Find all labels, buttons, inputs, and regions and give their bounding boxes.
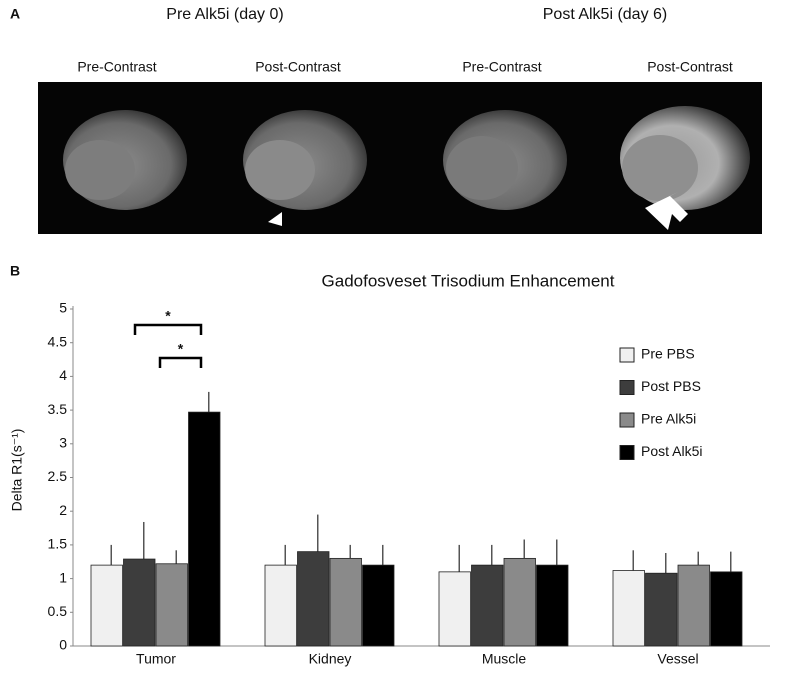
bar (677, 564, 710, 647)
legend-label: Post Alk5i (641, 443, 702, 459)
x-tick-label: Muscle (482, 651, 527, 667)
bar (438, 571, 471, 647)
chart-title: Gadofosveset Trisodium Enhancement (322, 271, 615, 290)
legend-label: Pre PBS (641, 346, 695, 362)
bar (155, 563, 188, 647)
bar (362, 564, 395, 647)
significance-bracket (133, 323, 203, 335)
legend-swatch (619, 412, 635, 428)
y-tick-label: 2 (59, 502, 67, 518)
legend-label: Post PBS (641, 378, 701, 394)
y-tick-label: 2.5 (48, 468, 68, 484)
y-tick-label: 0 (59, 637, 67, 653)
y-tick-label: 1 (59, 569, 67, 585)
bar (188, 411, 221, 647)
image-label: Pre-Contrast (77, 59, 156, 75)
bar (471, 564, 504, 647)
x-tick-label: Tumor (136, 651, 176, 667)
y-tick-label: 5 (59, 300, 67, 316)
legend-label: Pre Alk5i (641, 411, 696, 427)
y-tick-label: 4 (59, 367, 67, 383)
panel-label: B (10, 263, 20, 279)
y-tick-label: 4.5 (48, 333, 68, 349)
y-tick-label: 3.5 (48, 401, 68, 417)
bar (503, 557, 536, 647)
significance-bracket (158, 356, 203, 368)
legend-swatch (619, 380, 635, 395)
panel-label: A (10, 6, 20, 22)
bar (329, 557, 362, 647)
y-tick-label: 0.5 (48, 603, 68, 619)
y-tick-label: 1.5 (48, 536, 68, 552)
mri-images (63, 106, 750, 230)
x-tick-label: Kidney (309, 651, 352, 667)
group-title: Pre Alk5i (day 0) (166, 6, 283, 23)
bar (536, 564, 569, 647)
group-title: Post Alk5i (day 6) (543, 6, 668, 23)
bar (612, 570, 645, 647)
image-label: Pre-Contrast (462, 59, 541, 75)
x-tick-label: Vessel (657, 651, 698, 667)
y-axis-label: Delta R1(s⁻¹) (9, 429, 25, 512)
bar (123, 558, 156, 647)
bar (297, 551, 330, 647)
image-label: Post-Contrast (647, 59, 733, 75)
bar (710, 571, 743, 647)
bar (90, 564, 123, 647)
legend-swatch (619, 445, 635, 460)
image-label: Post-Contrast (255, 59, 341, 75)
y-tick-label: 3 (59, 435, 67, 451)
bar (645, 572, 678, 647)
significance-label: * (178, 341, 184, 357)
bar (264, 564, 297, 647)
significance-label: * (165, 308, 171, 324)
legend-swatch (619, 347, 635, 363)
